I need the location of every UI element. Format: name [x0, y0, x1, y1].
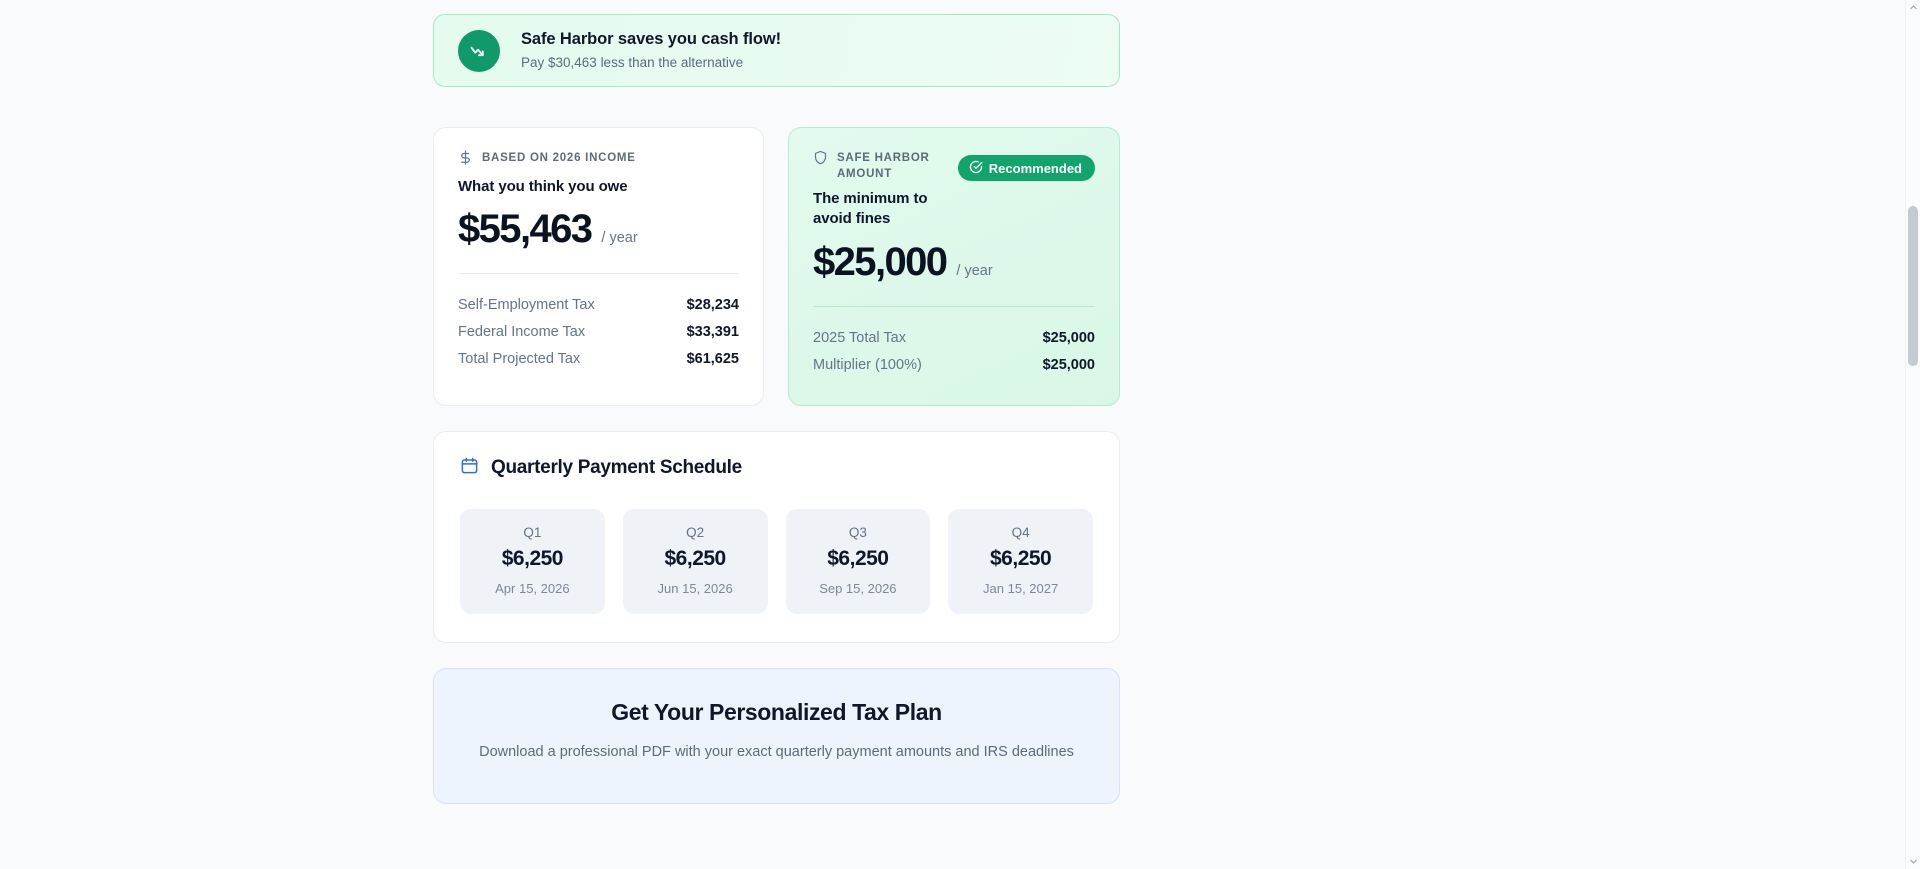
quarter-amount: $6,250 — [664, 546, 727, 570]
safe-harbor-card: Recommended SAFE HARBOR AMOUNT The minim… — [788, 127, 1120, 406]
savings-banner-subtitle: Pay $30,463 less than the alternative — [521, 55, 744, 71]
chevron-up-icon[interactable] — [1906, 0, 1920, 15]
tax-plan-cta-card: Get Your Personalized Tax Plan Download … — [433, 667, 1120, 804]
breakdown-label: 2025 Total Tax — [813, 329, 906, 346]
quarterly-schedule-card: Quarterly Payment Schedule Q1 $6,250 Apr… — [433, 430, 1120, 643]
calendar-icon — [460, 456, 479, 480]
owe-card-divider — [458, 273, 739, 275]
table-row: 2025 Total Tax $25,000 — [813, 325, 1095, 352]
quarter-amount: $6,250 — [827, 546, 889, 570]
status-badge: Recommended — [957, 155, 1095, 181]
quarter-due-date: Sep 15, 2026 — [819, 580, 897, 596]
quarter-card-q1: Q1 $6,250 Apr 15, 2026 — [460, 508, 605, 614]
owe-card-heading: What you think you owe — [458, 178, 628, 195]
breakdown-value: $61,625 — [686, 351, 739, 368]
quarter-due-date: Apr 15, 2026 — [495, 580, 570, 596]
breakdown-label: Multiplier (100%) — [813, 356, 922, 373]
quarter-card-q4: Q4 $6,250 Jan 15, 2027 — [948, 508, 1093, 614]
trending-down-icon — [458, 29, 500, 72]
dollar-sign-icon — [458, 150, 473, 170]
main-content: Safe Harbor saves you cash flow! Pay $30… — [433, 0, 1120, 804]
safe-harbor-divider — [813, 305, 1095, 307]
safe-harbor-card-eyebrow-label: SAFE HARBOR AMOUNT — [837, 152, 930, 180]
quarter-card-q3: Q3 $6,250 Sep 15, 2026 — [785, 508, 931, 614]
table-row: Self-Employment Tax $28,234 — [458, 292, 739, 319]
table-row: Federal Income Tax $33,391 — [458, 319, 739, 346]
quarter-card-q2: Q2 $6,250 Jun 15, 2026 — [622, 508, 768, 614]
owe-card-amount: $55,463 — [458, 207, 593, 252]
breakdown-label: Federal Income Tax — [458, 324, 586, 341]
owe-card: BASED ON 2026 INCOME What you think you … — [433, 127, 764, 406]
scrollbar-thumb[interactable] — [1908, 206, 1918, 366]
safe-harbor-card-eyebrow: SAFE HARBOR AMOUNT — [813, 150, 1095, 182]
cta-subtitle: Download a professional PDF with your ex… — [479, 743, 1074, 760]
safe-harbor-amount: $25,000 — [813, 239, 948, 284]
savings-banner-title: Safe Harbor saves you cash flow! — [521, 30, 781, 49]
quarter-label: Q3 — [848, 524, 867, 540]
status-badge-label: Recommended — [988, 160, 1082, 176]
quarter-label: Q4 — [1011, 524, 1030, 540]
breakdown-value: $28,234 — [686, 297, 739, 314]
scrollbar[interactable] — [1905, 0, 1920, 869]
breakdown-value: $25,000 — [1042, 329, 1095, 346]
breakdown-value: $33,391 — [686, 324, 739, 341]
cta-title: Get Your Personalized Tax Plan — [611, 698, 942, 725]
quarter-label: Q1 — [523, 524, 542, 540]
quarter-label: Q2 — [686, 524, 705, 540]
breakdown-label: Total Projected Tax — [458, 351, 581, 368]
owe-card-amount-row: $55,463 / year — [458, 209, 739, 249]
owe-card-period: / year — [601, 230, 638, 247]
quarter-due-date: Jun 15, 2026 — [657, 580, 733, 596]
check-circle-icon — [969, 160, 983, 177]
safe-harbor-card-heading: The minimum to avoid fines — [813, 190, 928, 228]
owe-card-eyebrow: BASED ON 2026 INCOME — [458, 150, 739, 170]
comparison-cards: BASED ON 2026 INCOME What you think you … — [433, 127, 1120, 406]
safe-harbor-period: / year — [956, 262, 993, 279]
quarter-due-date: Jan 15, 2027 — [983, 580, 1059, 596]
quarter-amount: $6,250 — [990, 546, 1052, 570]
breakdown-value: $25,000 — [1042, 356, 1095, 373]
quarter-amount: $6,250 — [501, 546, 564, 570]
shield-icon — [813, 150, 828, 170]
quarter-card-grid: Q1 $6,250 Apr 15, 2026 Q2 $6,250 Jun 15,… — [460, 508, 1093, 614]
table-row: Total Projected Tax $61,625 — [458, 346, 739, 373]
page-title: Quarterly Payment Schedule — [491, 456, 742, 478]
chevron-down-icon[interactable] — [1906, 854, 1920, 869]
table-row: Multiplier (100%) $25,000 — [813, 352, 1095, 379]
safe-harbor-amount-row: $25,000 / year — [813, 242, 1095, 282]
savings-banner-text: Safe Harbor saves you cash flow! Pay $30… — [521, 29, 781, 71]
breakdown-label: Self-Employment Tax — [458, 297, 595, 314]
savings-banner: Safe Harbor saves you cash flow! Pay $30… — [433, 14, 1120, 87]
quarterly-schedule-header: Quarterly Payment Schedule — [460, 456, 1093, 480]
owe-card-eyebrow-label: BASED ON 2026 INCOME — [482, 152, 636, 164]
